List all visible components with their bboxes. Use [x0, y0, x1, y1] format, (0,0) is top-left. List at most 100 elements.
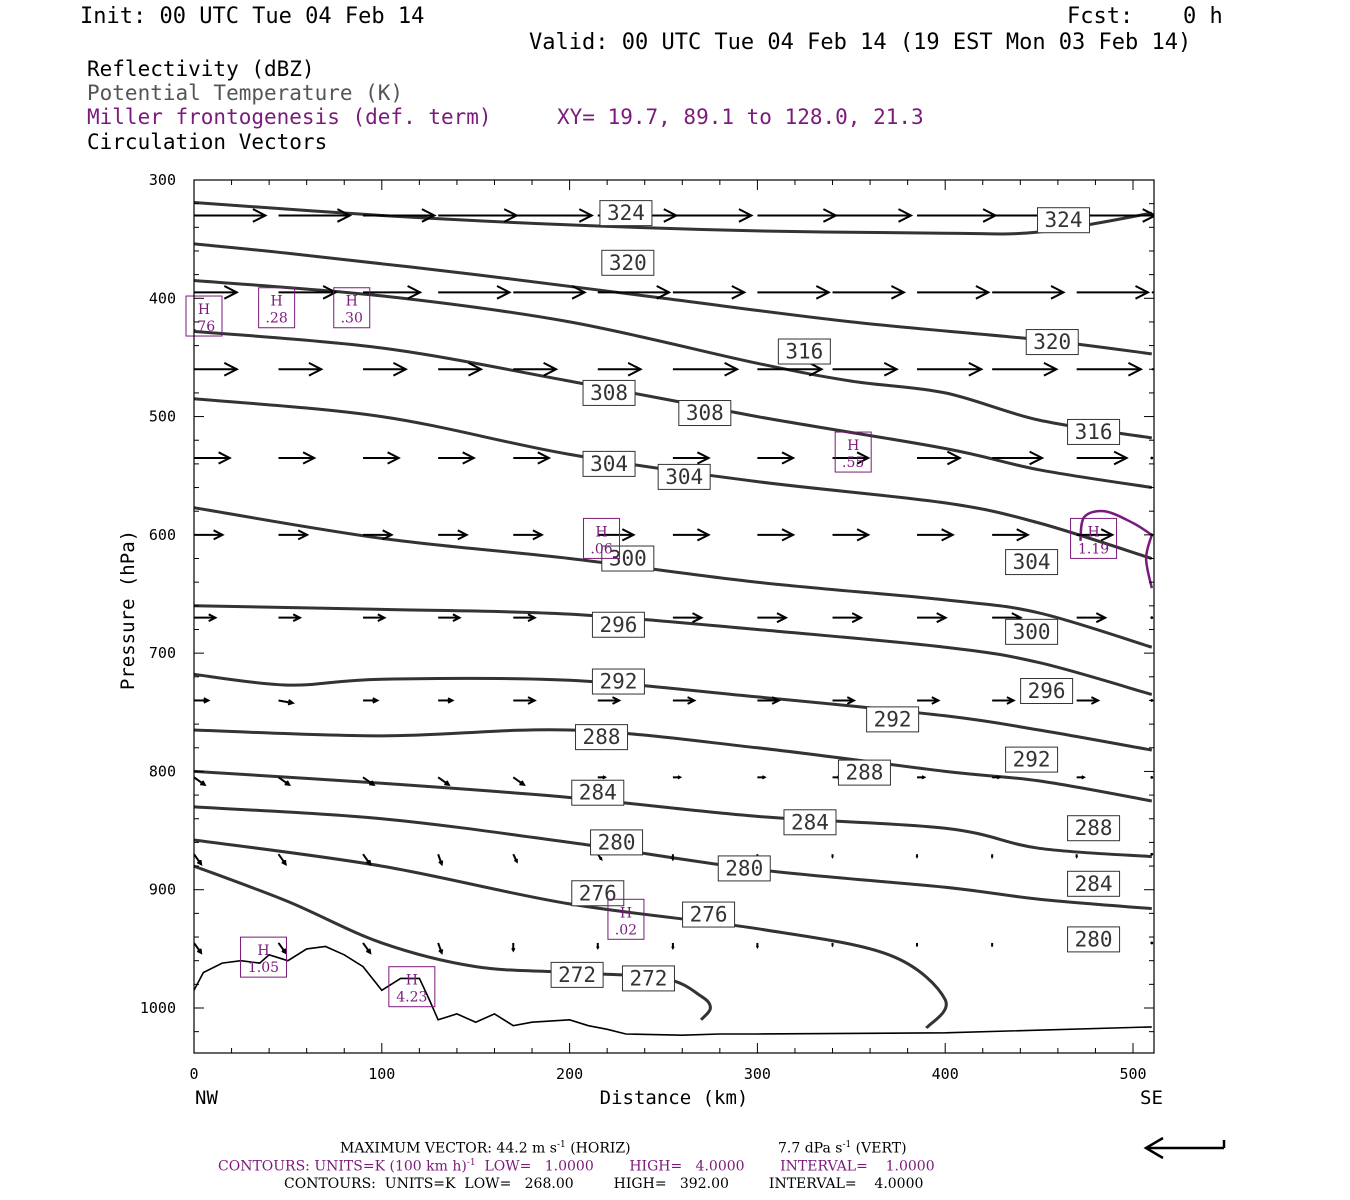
circulation-vector: [1076, 612, 1108, 624]
circulation-vector: [832, 696, 857, 705]
circulation-vector: [757, 612, 789, 624]
circulation-vector: [513, 451, 552, 465]
frontogenesis-contour: [1079, 509, 1153, 541]
circulation-vector: [917, 208, 998, 223]
svg-text:304: 304: [1013, 550, 1051, 574]
contour-label-320: 320: [1025, 329, 1079, 356]
circulation-vector: [992, 450, 1045, 466]
circulation-vector: [437, 942, 444, 955]
circulation-vector: [437, 776, 451, 787]
svg-text:288: 288: [845, 761, 883, 785]
svg-text:4.23: 4.23: [396, 990, 427, 1006]
circulation-vector: [1076, 285, 1151, 300]
svg-text:304: 304: [590, 452, 628, 476]
circulation-vector: [511, 942, 516, 953]
circulation-vector: [1150, 941, 1154, 945]
svg-text:300: 300: [1013, 620, 1051, 644]
circulation-vector: [671, 942, 675, 951]
circulation-vector: [437, 853, 444, 867]
theta-contour-304: [194, 397, 1153, 560]
svg-text:H: H: [595, 524, 607, 540]
circulation-vector: [278, 699, 296, 706]
x-tick-label: 500: [1119, 1065, 1146, 1083]
circulation-vector: [278, 362, 324, 377]
circulation-vector: [363, 697, 380, 704]
svg-text:1.19: 1.19: [1078, 541, 1109, 557]
contour-label-304: 304: [582, 450, 636, 477]
theta-contour-316: [194, 279, 1153, 440]
contour-label-288: 288: [1067, 815, 1121, 842]
circulation-vector: [990, 942, 994, 948]
theta-contour-272: [194, 864, 712, 1021]
circulation-vector: [278, 285, 338, 300]
svg-text:276: 276: [690, 903, 728, 927]
svg-text:296: 296: [1028, 679, 1066, 703]
circulation-vector: [672, 362, 740, 377]
x-right-end-label: SE: [1140, 1087, 1163, 1109]
x-tick-label: 300: [744, 1065, 771, 1083]
contour-label-272: 272: [621, 965, 675, 992]
contour-label-296: 296: [1020, 677, 1074, 704]
circulation-vector: [194, 776, 207, 787]
contour-label-284: 284: [1067, 870, 1121, 897]
circulation-vector: [757, 362, 824, 377]
frontogenesis-max: H.55: [834, 431, 872, 473]
x-left-end-label: NW: [195, 1087, 218, 1109]
svg-text:284: 284: [579, 781, 617, 805]
circulation-vector: [278, 451, 317, 465]
contour-label-280: 280: [1067, 926, 1121, 953]
circulation-vector: [363, 208, 437, 223]
terrain-layer: [194, 945, 1152, 1037]
circulation-vector: [672, 528, 711, 542]
frontogenesis-max: H.28: [258, 287, 296, 329]
contour-label-276: 276: [682, 901, 736, 928]
y-tick-label: 800: [149, 762, 176, 780]
circulation-vector: [757, 208, 839, 223]
x-tick-label: 0: [189, 1065, 198, 1083]
contour-label-284: 284: [783, 809, 837, 836]
svg-text:308: 308: [686, 401, 724, 425]
circulation-vector: [671, 854, 675, 862]
field-potential-temperature: Potential Temperature (K): [87, 81, 404, 105]
circulation-vector: [1076, 362, 1144, 377]
svg-text:324: 324: [607, 201, 645, 225]
theta-contour-300: [194, 506, 1153, 649]
circulation-vector: [363, 285, 423, 300]
contour-label-324: 324: [599, 200, 653, 227]
svg-text:292: 292: [1013, 748, 1051, 772]
contour-label-292: 292: [1005, 746, 1059, 773]
theta-contour-info: CONTOURS: UNITS=K LOW= 268.00 HIGH= 392.…: [284, 1176, 924, 1192]
field-miller-frontogenesis: Miller frontogenesis (def. term): [87, 105, 492, 129]
svg-text:H: H: [198, 302, 210, 318]
circulation-vector: [992, 775, 1002, 780]
circulation-vector: [832, 362, 899, 377]
circulation-vector: [363, 613, 387, 622]
contour-label-320: 320: [601, 249, 655, 276]
circulation-vector: [917, 362, 984, 377]
contour-label-308: 308: [582, 379, 636, 406]
circulation-vector: [672, 208, 754, 223]
circulation-vector: [513, 529, 544, 541]
svg-text:H: H: [847, 438, 859, 454]
circulation-vector: [277, 942, 287, 955]
svg-text:.28: .28: [265, 311, 287, 327]
y-tick-label: 600: [149, 526, 176, 544]
circulation-vector: [992, 362, 1059, 377]
y-tick-label: 500: [149, 408, 176, 426]
svg-text:304: 304: [665, 465, 703, 489]
svg-text:H: H: [620, 905, 632, 921]
contour-label-300: 300: [1005, 618, 1059, 645]
circulation-vector: [363, 529, 394, 541]
svg-text:292: 292: [599, 670, 637, 694]
plot-frame: [193, 179, 1155, 1054]
circulation-vector: [757, 528, 796, 542]
contour-label-324: 324: [1037, 207, 1091, 234]
svg-text:H: H: [1087, 524, 1099, 540]
circulation-vector: [438, 697, 455, 704]
svg-text:H: H: [406, 973, 418, 989]
circulation-vector: [1150, 852, 1154, 856]
circulation-vector: [363, 362, 408, 377]
circulation-vector: [597, 696, 622, 705]
